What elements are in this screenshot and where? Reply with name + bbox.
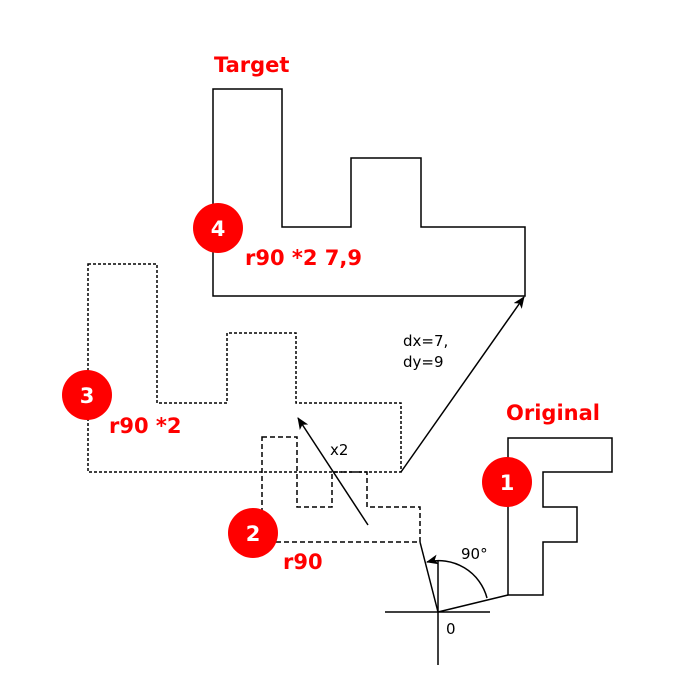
scaled-shape xyxy=(87,263,402,473)
badge-3-number: 3 xyxy=(80,384,95,408)
original-label: Original xyxy=(506,401,600,425)
badge-2-number: 2 xyxy=(246,522,261,546)
target-label: Target xyxy=(214,53,289,77)
step3-label: r90 *2 xyxy=(109,414,182,438)
badge-1-number: 1 xyxy=(500,471,515,495)
origin-to-original-line xyxy=(437,594,509,613)
scale-arrow xyxy=(297,417,369,526)
origin-label: 0 xyxy=(446,620,456,638)
translate-label-dx: dx=7, xyxy=(403,332,448,350)
original-shape xyxy=(507,437,613,596)
badge-4 xyxy=(193,203,243,253)
translate-label-dy: dy=9 xyxy=(403,353,444,371)
scale-label: x2 xyxy=(330,441,348,459)
rotation-arc-arrow xyxy=(426,554,488,599)
step4-label: r90 *2 7,9 xyxy=(245,246,362,270)
badge-2 xyxy=(228,508,278,558)
angle-label: 90° xyxy=(461,545,488,563)
step2-label: r90 xyxy=(283,550,323,574)
target-shape xyxy=(212,88,526,297)
badge-1 xyxy=(482,457,532,507)
origin-to-rotated-line xyxy=(419,541,439,613)
badge-3 xyxy=(62,370,112,420)
translate-arrow xyxy=(400,296,525,473)
badge-4-number: 4 xyxy=(211,217,226,241)
